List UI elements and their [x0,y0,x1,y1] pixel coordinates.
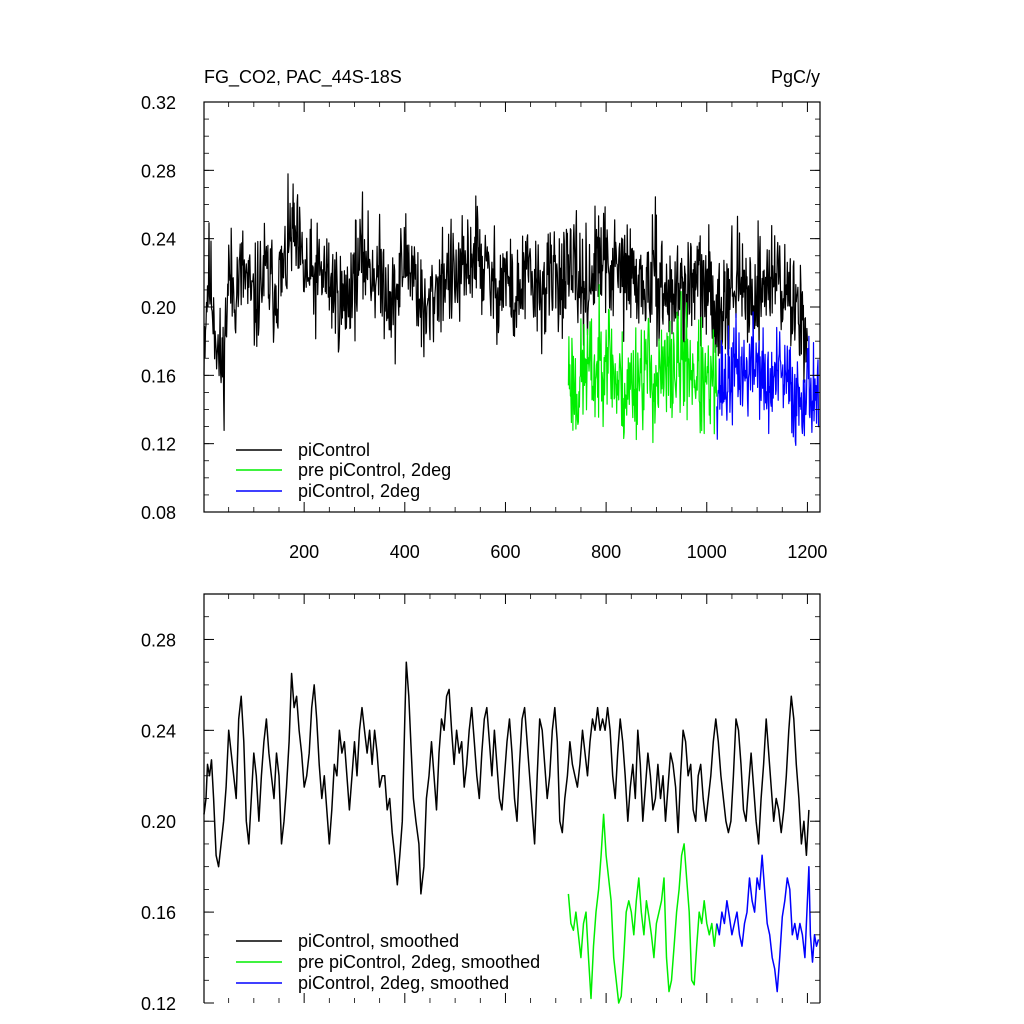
top-series-line-1 [567,284,718,444]
bottom-chart-panel: 0.12 0.16 0.20 0.24 0.28 piControl, smoothed… [141,593,821,1014]
bottom-ytick-label: 0.24 [141,721,176,741]
top-chart-units: PgC/y [771,67,820,87]
top-series-lines [203,173,820,446]
bottom-series-lines [203,661,820,1004]
top-ytick-label: 0.32 [141,93,176,113]
bottom-legend: piControl, smoothed pre piControl, 2deg,… [236,931,540,993]
legend-label-picontrol-2deg: piControl, 2deg [298,481,420,501]
legend-label-pre-picontrol-2deg: pre piControl, 2deg [298,460,451,480]
bottom-ytick-label: 0.16 [141,903,176,923]
bottom-ytick-label: 0.28 [141,630,176,650]
top-xtick-label: 800 [591,542,621,562]
legend-label-picontrol: piControl [298,440,370,460]
top-ytick-label: 0.20 [141,298,176,318]
bottom-series-line-0 [203,661,810,895]
bottom-ytick-label: 0.12 [141,994,176,1014]
top-axis-ticks: 0.08 0.12 0.16 0.20 0.24 0.28 0.32 200 400 600 800… [141,93,827,562]
top-xtick-label: 200 [289,542,319,562]
top-ytick-label: 0.12 [141,435,176,455]
top-xtick-label: 1000 [687,542,727,562]
top-ytick-label: 0.28 [141,161,176,181]
top-series-line-2 [716,311,820,446]
top-plot-frame [203,101,821,513]
top-chart-panel: FG_CO2, PAC_44S-18S PgC/y 0.080.120.160.… [141,67,827,562]
legend-label-pre-picontrol-2deg-smoothed: pre piControl, 2deg, smoothed [298,952,540,972]
bottom-plot-frame [203,593,821,1003]
bottom-axis-ticks: 0.12 0.16 0.20 0.24 0.28 [141,593,820,1014]
bottom-series-line-1 [567,813,718,1004]
bottom-ytick-label: 0.20 [141,812,176,832]
top-ytick-label: 0.08 [141,503,176,523]
bottom-series-line-2 [716,854,820,993]
top-xtick-label: 1200 [787,542,827,562]
top-series-line-0 [203,173,808,431]
top-ytick-label: 0.16 [141,366,176,386]
top-chart-title-left: FG_CO2, PAC_44S-18S [204,67,402,88]
top-xtick-label: 600 [490,542,520,562]
top-ytick-label: 0.24 [141,230,176,250]
top-xtick-label: 400 [390,542,420,562]
legend-label-picontrol-smoothed: piControl, smoothed [298,931,459,951]
legend-label-picontrol-2deg-smoothed: piControl, 2deg, smoothed [298,973,509,993]
top-legend: piControl pre piControl, 2deg piControl,… [236,440,451,501]
